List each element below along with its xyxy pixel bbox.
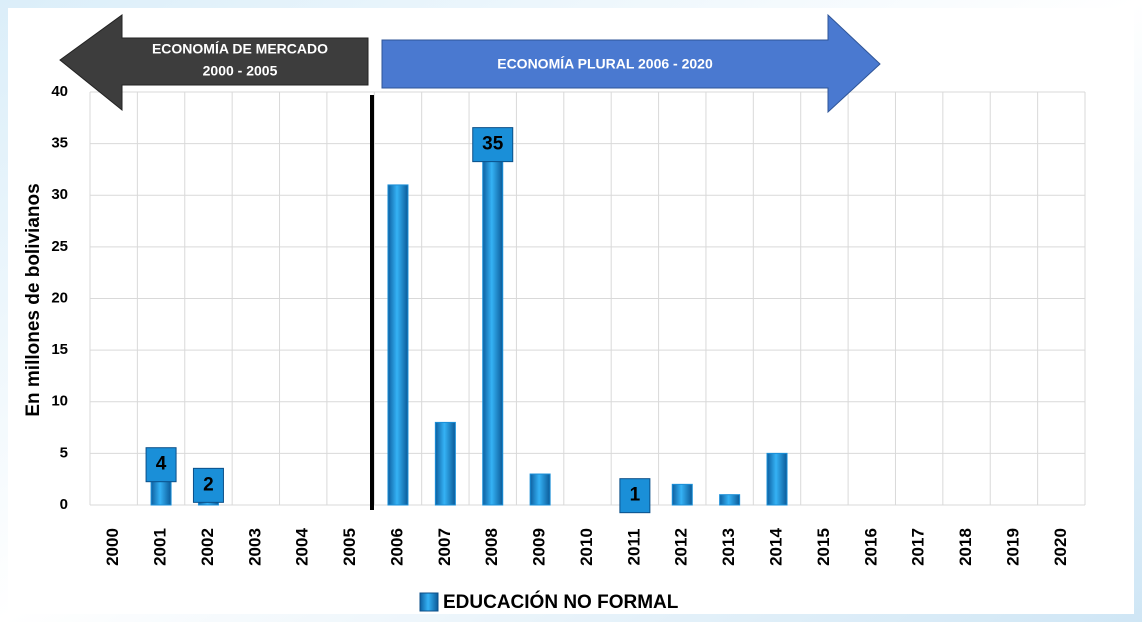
y-tick-label: 5 (60, 444, 68, 461)
y-tick-label: 40 (51, 83, 68, 100)
bar (529, 473, 551, 506)
y-axis-label: En millones de bolivianos (23, 183, 44, 416)
left-arrow (59, 14, 369, 112)
legend-swatch (419, 592, 439, 612)
x-tick-label: 2000 (103, 528, 122, 566)
y-tick-label: 25 (51, 238, 68, 255)
bar (671, 483, 693, 506)
marks (145, 127, 788, 514)
bar (766, 452, 788, 506)
annotation: ECONOMÍA PLURAL 2006 - 2020 (497, 56, 713, 72)
x-tick-label: 2014 (767, 528, 786, 566)
bar (482, 143, 504, 506)
x-tick-label: 2017 (909, 528, 928, 566)
annotation: 2000 - 2005 (203, 63, 278, 79)
y-tick-label: 30 (51, 186, 68, 203)
x-tick-label: 2006 (387, 528, 406, 566)
data-label-box (192, 467, 224, 503)
data-label-box (472, 127, 514, 163)
data-label: 1 (630, 485, 641, 506)
x-tick-label: 2019 (1003, 528, 1022, 566)
right-arrow (381, 13, 881, 114)
y-tick-label: 35 (51, 135, 68, 152)
x-tick-label: 2003 (245, 528, 264, 566)
x-tick-label: 2004 (293, 528, 312, 566)
x-tick-label: 2009 (530, 528, 549, 566)
legend-label: EDUCACIÓN NO FORMAL (443, 591, 679, 613)
data-label-box (145, 447, 177, 483)
y-tick-label: 15 (51, 341, 68, 358)
x-tick-label: 2011 (624, 529, 643, 566)
x-tick-label: 2002 (198, 528, 217, 566)
annotation: ECONOMÍA DE MERCADO (152, 41, 328, 57)
x-tick-label: 2005 (340, 528, 359, 566)
x-tick-label: 2008 (482, 528, 501, 566)
x-tick-label: 2020 (1051, 528, 1070, 566)
x-tick-label: 2016 (861, 528, 880, 566)
y-tick-label: 10 (51, 393, 68, 410)
x-tick-label: 2012 (672, 528, 691, 566)
x-tick-label: 2001 (151, 528, 170, 566)
bar (387, 184, 409, 506)
bar (719, 494, 741, 506)
x-tick-label: 2007 (435, 528, 454, 566)
data-label: 35 (482, 134, 504, 155)
x-tick-label: 2015 (814, 528, 833, 566)
grid (89, 91, 1086, 506)
data-label-box (619, 478, 651, 514)
data-label: 2 (203, 474, 214, 495)
y-tick-label: 20 (51, 289, 68, 306)
chart-area (8, 8, 1134, 614)
x-tick-label: 2010 (577, 528, 596, 566)
y-tick-label: 0 (60, 496, 68, 513)
data-label: 4 (156, 454, 167, 475)
x-tick-label: 2018 (956, 528, 975, 566)
x-tick-label: 2013 (719, 528, 738, 566)
bar (434, 421, 456, 506)
